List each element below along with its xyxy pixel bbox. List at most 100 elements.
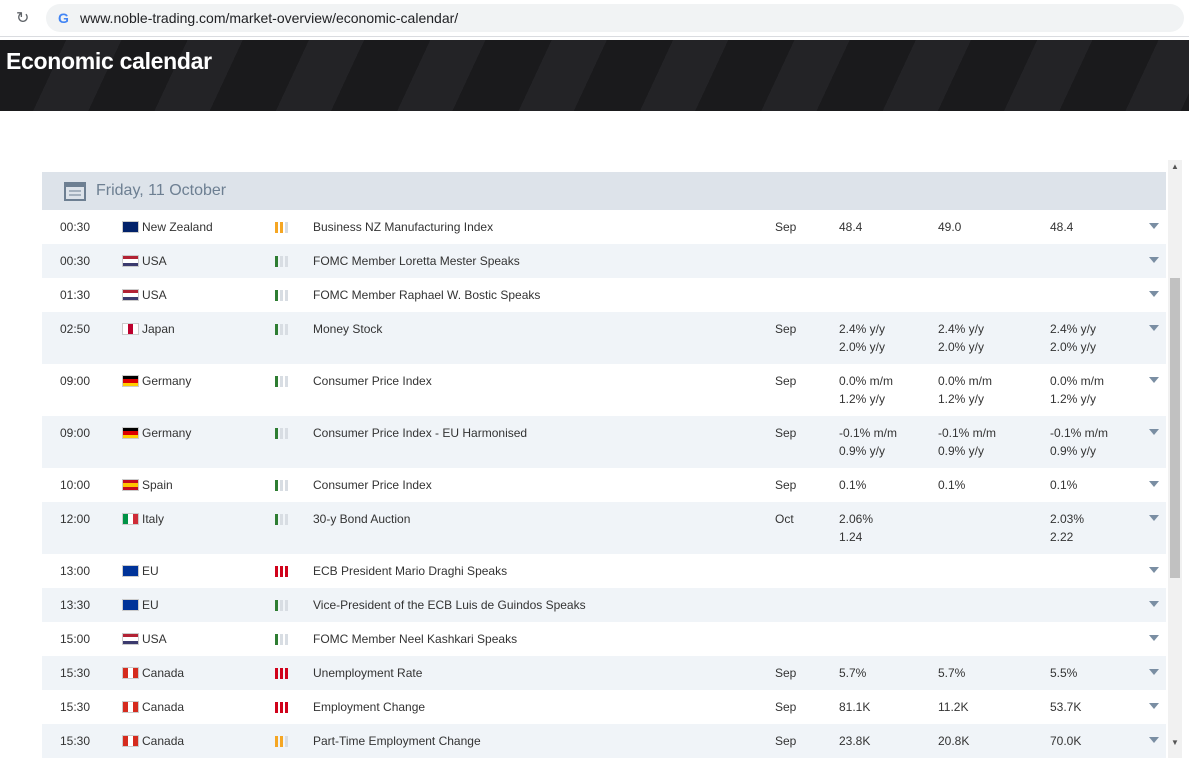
period: Sep xyxy=(775,220,797,234)
expand-arrow[interactable] xyxy=(1149,737,1159,743)
browser-bar: ↻ G www.noble-trading.com/market-overvie… xyxy=(0,0,1189,37)
event-row[interactable]: 00:30 New Zealand Business NZ Manufacturin… xyxy=(42,210,1166,244)
expand-arrow[interactable] xyxy=(1149,703,1159,709)
event-time: 13:00 xyxy=(60,564,91,578)
importance-bar xyxy=(280,222,283,233)
importance-bar xyxy=(280,668,283,679)
event-row[interactable]: 10:00 Spain Consumer Price Index Sep 0.1% 0.1… xyxy=(42,468,1166,502)
forecast-value: 5.7% xyxy=(938,666,966,680)
flag-stripe xyxy=(123,483,138,487)
importance-bar xyxy=(285,634,288,645)
flag xyxy=(123,428,138,438)
scrollbar[interactable]: ▲ ▼ xyxy=(1168,160,1182,758)
importance-bar xyxy=(285,566,288,577)
flag-stripe xyxy=(123,376,138,380)
flag xyxy=(123,634,138,644)
event-time: 15:00 xyxy=(60,632,91,646)
event-time: 00:30 xyxy=(60,220,91,234)
google-icon: G xyxy=(58,10,69,26)
event-row[interactable]: 09:00 Germany Consumer Price Index Sep 0.0% … xyxy=(42,364,1166,416)
calendar-icon xyxy=(64,182,86,201)
flag-stripe xyxy=(123,637,138,641)
event-row[interactable]: 15:30 Canada Unemployment Rate Sep 5.7% 5.7% 5… xyxy=(42,656,1166,690)
expand-arrow[interactable] xyxy=(1149,257,1159,263)
importance xyxy=(275,428,289,439)
importance-bar xyxy=(275,324,278,335)
event-name: FOMC Member Loretta Mester Speaks xyxy=(313,254,520,268)
flag xyxy=(123,290,138,300)
event-row[interactable]: 15:00 USA FOMC Member Neel Kashkari Speaks xyxy=(42,622,1166,656)
actual-value: 5.7% xyxy=(839,666,867,680)
importance-bar xyxy=(285,702,288,713)
expand-arrow[interactable] xyxy=(1149,325,1159,331)
previous-value: 0.1% xyxy=(1050,478,1078,492)
event-time: 09:00 xyxy=(60,426,91,440)
flag-stripe xyxy=(123,480,138,484)
previous-value: 0.9% y/y xyxy=(1050,444,1097,458)
event-row[interactable]: 15:30 Canada Employment Change Sep 81.1K 11.2… xyxy=(42,690,1166,724)
importance-bar xyxy=(280,324,283,335)
expand-arrow[interactable] xyxy=(1149,291,1159,297)
event-name: Consumer Price Index - EU Harmonised xyxy=(313,426,528,440)
importance-bar xyxy=(285,290,288,301)
flag-stripe xyxy=(123,600,138,610)
importance-bar xyxy=(285,376,288,387)
importance xyxy=(275,376,289,387)
event-row[interactable]: 02:50 Japan Money Stock Sep 2.4% y/y 2.0% y/y… xyxy=(42,312,1166,364)
expand-arrow[interactable] xyxy=(1149,481,1159,487)
event-row[interactable]: 09:00 Germany Consumer Price Index - EU Ha… xyxy=(42,416,1166,468)
event-row[interactable]: 13:30 EU Vice-President of the ECB Luis de… xyxy=(42,588,1166,622)
previous-value: 48.4 xyxy=(1050,220,1074,234)
flag-stripe xyxy=(123,566,138,576)
reload-button[interactable]: ↻ xyxy=(16,10,30,27)
previous-value: 5.5% xyxy=(1050,666,1078,680)
date-label: Friday, 11 October xyxy=(96,182,227,199)
importance xyxy=(275,480,289,491)
importance-bar xyxy=(285,668,288,679)
country: Canada xyxy=(142,734,185,748)
event-time: 15:30 xyxy=(60,734,91,748)
previous-value: 1.2% y/y xyxy=(1050,392,1097,406)
flag-stripe xyxy=(123,431,138,435)
forecast-value: 0.1% xyxy=(938,478,966,492)
expand-arrow[interactable] xyxy=(1149,635,1159,641)
expand-arrow[interactable] xyxy=(1149,669,1159,675)
address-bar[interactable]: G www.noble-trading.com/market-overview/… xyxy=(46,4,1184,32)
scroll-thumb[interactable] xyxy=(1170,278,1180,578)
event-row[interactable]: 01:30 USA FOMC Member Raphael W. Bostic Sp… xyxy=(42,278,1166,312)
flag-stripe xyxy=(123,486,138,490)
flag xyxy=(123,376,138,386)
event-row[interactable]: 13:00 EU ECB President Mario Draghi Speaks xyxy=(42,554,1166,588)
expand-arrow[interactable] xyxy=(1149,567,1159,573)
flag xyxy=(123,480,138,490)
importance-bar xyxy=(285,480,288,491)
actual-value: 1.2% y/y xyxy=(839,392,886,406)
event-name: FOMC Member Raphael W. Bostic Speaks xyxy=(313,288,541,302)
importance-bar xyxy=(280,290,283,301)
importance xyxy=(275,290,289,301)
event-row[interactable]: 15:30 Canada Part-Time Employment Change Se… xyxy=(42,724,1166,758)
importance-bar xyxy=(280,514,283,525)
event-time: 00:30 xyxy=(60,254,91,268)
flag-stripe xyxy=(123,379,138,383)
expand-arrow[interactable] xyxy=(1149,515,1159,521)
event-row[interactable]: 12:00 Italy 30-y Bond Auction Oct 2.06% 1.24 2… xyxy=(42,502,1166,554)
expand-arrow[interactable] xyxy=(1149,377,1159,383)
importance-bar xyxy=(275,376,278,387)
event-time: 15:30 xyxy=(60,666,91,680)
importance xyxy=(275,600,289,611)
country: Germany xyxy=(142,374,192,388)
forecast-value: 0.0% m/m xyxy=(938,374,993,388)
flag-stripe xyxy=(123,428,138,432)
importance-bar xyxy=(275,634,278,645)
expand-arrow[interactable] xyxy=(1149,223,1159,229)
url-text: www.noble-trading.com/market-overview/ec… xyxy=(80,10,459,26)
importance-bar xyxy=(285,428,288,439)
flag-stripe xyxy=(123,668,128,678)
expand-arrow[interactable] xyxy=(1149,429,1159,435)
flag xyxy=(123,702,138,712)
event-row[interactable]: 00:30 USA FOMC Member Loretta Mester Speak… xyxy=(42,244,1166,278)
expand-arrow[interactable] xyxy=(1149,601,1159,607)
event-name: ECB President Mario Draghi Speaks xyxy=(313,564,508,578)
